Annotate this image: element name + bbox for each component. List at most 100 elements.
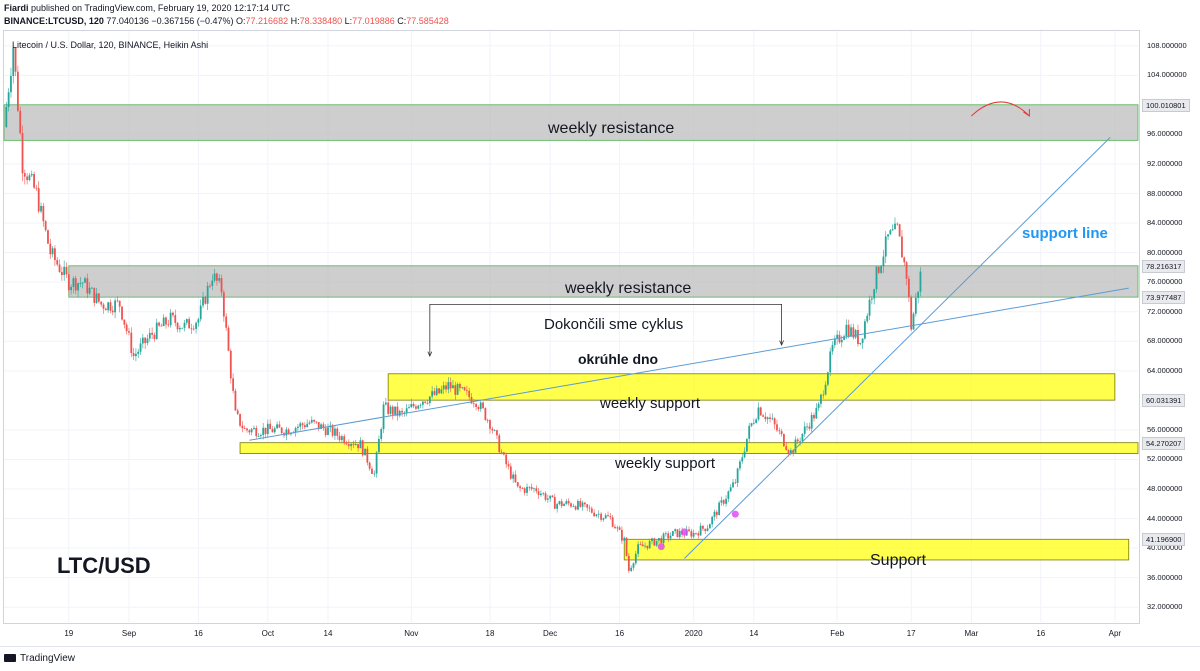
candle-body	[148, 332, 151, 339]
candle-body	[236, 410, 239, 414]
candle-body	[88, 287, 91, 294]
tradingview-logo-icon	[4, 654, 16, 663]
candle-body	[334, 428, 336, 436]
candle-body	[452, 385, 454, 389]
candle-body	[820, 394, 822, 404]
candle-body	[49, 243, 52, 255]
price-tag: 54.270207	[1142, 436, 1186, 450]
price-axis-tick: 48.000000	[1147, 484, 1183, 494]
candle-body	[144, 337, 147, 344]
candle-body	[97, 293, 100, 302]
candle-body	[787, 450, 790, 454]
price-axis-tick: 52.000000	[1147, 454, 1183, 464]
candle-body	[352, 444, 355, 446]
candle-body	[477, 406, 480, 410]
candle-body	[868, 299, 871, 316]
candle-body	[93, 287, 96, 303]
candle-body	[155, 322, 158, 339]
candle-body	[630, 567, 633, 571]
candle-body	[468, 390, 471, 398]
candle-body	[456, 383, 459, 395]
candle-body	[266, 423, 269, 435]
candle-body	[350, 444, 353, 447]
candle-body	[160, 325, 163, 327]
candle-body	[47, 230, 49, 244]
candle-body	[542, 493, 545, 495]
candle-body	[91, 287, 93, 289]
candle-body	[891, 229, 894, 231]
candle-body	[169, 312, 172, 326]
candle-body	[403, 412, 406, 414]
candle-body	[785, 446, 788, 451]
time-axis-tick: Nov	[404, 629, 419, 638]
candle-body	[141, 337, 144, 344]
candle-body	[262, 427, 265, 436]
tradingview-brand[interactable]: TradingView	[4, 653, 75, 664]
time-axis-tick: 16	[615, 629, 625, 638]
candle-body	[125, 324, 128, 332]
candle-body	[86, 278, 89, 294]
candle-body	[502, 452, 505, 455]
candle-body	[759, 407, 762, 416]
candle-body	[338, 435, 341, 441]
candle-body	[910, 297, 913, 330]
price-change: −0.367156 (−0.47%)	[151, 16, 234, 26]
candle-body	[278, 424, 281, 428]
candle-body	[449, 382, 452, 389]
candle-body	[648, 541, 651, 549]
candle-body	[512, 474, 515, 479]
price-axis-tick: 36.000000	[1147, 572, 1183, 582]
candle-body	[301, 423, 304, 426]
candle-body	[375, 452, 378, 474]
candle-body	[877, 266, 880, 273]
candle-body	[285, 429, 288, 436]
candle-body	[121, 306, 123, 320]
candle-body	[394, 406, 397, 415]
candle-body	[37, 188, 40, 212]
candle-body	[139, 343, 142, 352]
candle-body	[660, 538, 663, 544]
candle-body	[824, 384, 827, 395]
candle-body	[361, 440, 364, 456]
candle-body	[627, 555, 630, 571]
candle-body	[498, 435, 501, 453]
time-axis-tick: Feb	[830, 629, 845, 638]
candle-body	[40, 205, 42, 212]
marker-dot	[680, 528, 688, 536]
candle-body	[253, 427, 255, 430]
candle-body	[764, 416, 767, 420]
candle-body	[248, 430, 251, 433]
support-label-upper: weekly support	[600, 395, 701, 412]
candle-body	[600, 513, 602, 520]
low-label: L:	[344, 16, 353, 26]
candle-body	[306, 423, 309, 428]
candle-body	[459, 383, 461, 388]
candle-body	[847, 324, 850, 337]
candle-body	[854, 330, 857, 338]
candle-body	[366, 448, 369, 463]
candle-body	[26, 176, 29, 181]
candle-body	[354, 444, 357, 446]
candle-body	[28, 175, 31, 181]
candle-body	[570, 503, 572, 507]
candle-body	[188, 319, 191, 329]
candle-body	[678, 530, 681, 538]
candle-body	[401, 410, 403, 413]
candle-body	[567, 501, 570, 504]
candle-body	[118, 300, 121, 307]
high-label: H:	[290, 16, 300, 26]
candle-body	[250, 429, 253, 433]
candle-body	[616, 527, 619, 529]
candle-body	[813, 415, 815, 419]
candle-body	[389, 406, 392, 414]
chart-frame[interactable]	[3, 30, 1140, 624]
candle-body	[653, 538, 656, 546]
candle-body	[801, 433, 804, 442]
candle-body	[669, 535, 672, 539]
candle-body	[509, 466, 512, 479]
cycle-arrow-left-icon	[427, 351, 433, 358]
candle-body	[671, 531, 674, 536]
candle-body	[183, 322, 186, 328]
candle-body	[322, 424, 325, 429]
